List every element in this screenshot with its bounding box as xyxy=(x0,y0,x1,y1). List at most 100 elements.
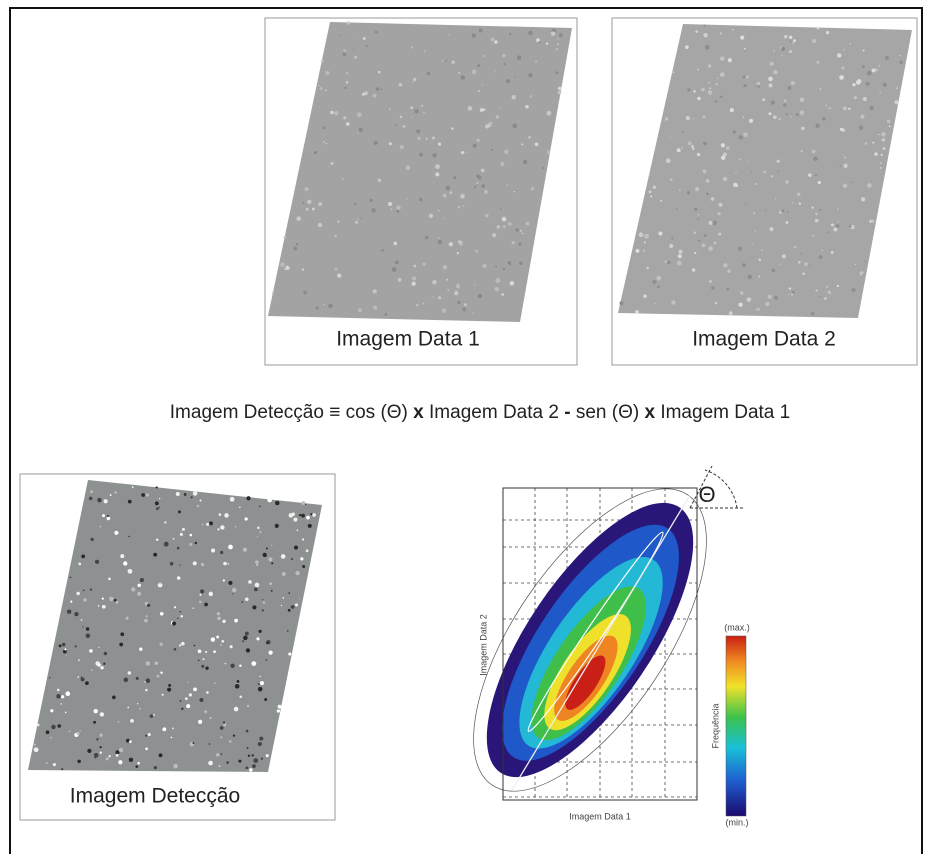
speckle xyxy=(733,131,736,134)
speckle xyxy=(57,724,61,728)
speckle xyxy=(221,640,224,643)
speckle xyxy=(520,230,522,232)
speckle xyxy=(826,31,829,34)
speckle xyxy=(220,644,221,645)
speckle xyxy=(70,601,72,603)
speckle xyxy=(502,54,506,58)
speckle xyxy=(820,88,822,90)
speckle xyxy=(656,276,661,281)
speckle xyxy=(192,607,193,608)
speckle xyxy=(652,280,656,284)
speckle xyxy=(850,43,851,44)
speckle xyxy=(670,178,673,181)
speckle xyxy=(159,753,163,757)
speckle xyxy=(715,83,718,86)
speckle xyxy=(863,50,865,52)
speckle xyxy=(723,177,728,182)
speckle xyxy=(815,219,819,223)
speckle xyxy=(223,562,227,566)
speckle xyxy=(792,202,793,203)
speckle xyxy=(380,88,382,90)
speckle xyxy=(770,62,774,66)
speckle xyxy=(257,527,259,529)
speckle xyxy=(504,150,508,154)
speckle xyxy=(357,218,359,220)
speckle xyxy=(747,297,752,302)
speckle xyxy=(863,97,867,101)
formula-part: sen (Θ) xyxy=(576,402,639,423)
speckle xyxy=(445,60,447,62)
speckle xyxy=(258,630,261,633)
speckle xyxy=(456,284,460,288)
speckle xyxy=(265,659,267,661)
speckle xyxy=(896,87,898,89)
speckle xyxy=(813,156,818,161)
speckle xyxy=(371,208,375,212)
speckle xyxy=(221,753,223,755)
speckle xyxy=(89,649,93,653)
speckle xyxy=(165,521,166,522)
speckle xyxy=(462,308,466,312)
speckle xyxy=(458,240,461,243)
speckle xyxy=(619,301,623,305)
speckle xyxy=(789,36,792,39)
speckle xyxy=(815,174,817,176)
speckle xyxy=(154,766,157,769)
speckle xyxy=(772,269,776,273)
speckle xyxy=(335,235,337,237)
speckle xyxy=(801,150,803,152)
speckle xyxy=(235,684,240,689)
speckle xyxy=(825,105,827,107)
speckle xyxy=(297,530,298,531)
speckle xyxy=(693,90,696,93)
speckle xyxy=(809,265,810,266)
speckle xyxy=(347,21,350,24)
speckle xyxy=(59,644,62,647)
speckle xyxy=(193,491,198,496)
speckle xyxy=(359,128,363,132)
speckle xyxy=(291,558,293,560)
speckle xyxy=(889,125,891,127)
speckle xyxy=(504,63,506,65)
speckle xyxy=(200,589,204,593)
speckle xyxy=(678,254,682,258)
speckle xyxy=(769,84,773,88)
speckle xyxy=(376,87,379,90)
speckle xyxy=(376,32,378,34)
speckle xyxy=(671,237,673,239)
speckle xyxy=(252,605,256,609)
speckle xyxy=(123,561,127,565)
speckle xyxy=(205,667,208,670)
speckle xyxy=(426,138,428,140)
speckle xyxy=(395,260,399,264)
speckle xyxy=(346,81,349,84)
speckle xyxy=(181,642,185,646)
speckle xyxy=(181,531,182,532)
speckle xyxy=(472,70,477,75)
speckle xyxy=(269,651,273,655)
speckle xyxy=(65,691,70,696)
speckle xyxy=(715,100,717,102)
speckle xyxy=(703,33,707,37)
speckle xyxy=(344,87,347,90)
speckle xyxy=(343,50,346,53)
formula-part: cos (Θ) xyxy=(346,402,408,423)
speckle xyxy=(246,496,250,500)
speckle xyxy=(484,190,488,194)
speckle xyxy=(453,176,456,179)
speckle xyxy=(282,572,286,576)
speckle xyxy=(223,579,225,581)
speckle xyxy=(245,597,249,601)
speckle xyxy=(438,296,441,299)
speckle xyxy=(833,227,837,231)
speckle xyxy=(535,142,539,146)
speckle xyxy=(881,132,885,136)
speckle xyxy=(442,308,446,312)
speckle xyxy=(234,619,238,623)
speckle xyxy=(667,261,670,264)
speckle xyxy=(301,514,305,518)
speckle xyxy=(74,612,78,616)
speckle xyxy=(243,548,247,552)
speckle xyxy=(650,195,652,197)
speckle xyxy=(784,35,788,39)
